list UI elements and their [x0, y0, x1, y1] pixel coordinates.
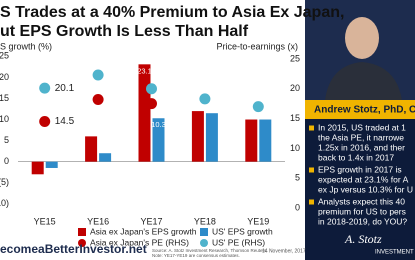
- presenter-name: Andrew Stotz, PhD, C: [314, 105, 415, 116]
- y-tick-label: 20: [0, 72, 9, 82]
- y2-tick-label: 15: [290, 113, 300, 123]
- bullet-text: the Asia PE, it narrowe: [318, 132, 404, 142]
- bar: [245, 119, 258, 162]
- chart-title: ut EPS Growth Is Less Than Half: [0, 23, 249, 40]
- legend-label: US' PE (RHS): [212, 237, 265, 247]
- bullet-text: ex Jp versus 10.3% for U: [318, 184, 413, 194]
- legend-label: Asia ex Japan's PE (RHS): [90, 237, 189, 247]
- legend-label: Asia ex Japan's EPS growth: [90, 226, 197, 236]
- bullet: [309, 125, 314, 131]
- y-tick-label: (5): [0, 177, 9, 187]
- y-tick-label: 10: [0, 114, 9, 124]
- y-tick-label: 25: [0, 51, 9, 61]
- y-tick-label: 15: [0, 93, 9, 103]
- y2-tick-label: 5: [295, 173, 300, 183]
- y2-tick-label: 10: [290, 143, 300, 153]
- y2-tick-label: 20: [290, 83, 300, 93]
- data-label: 14.5: [55, 116, 75, 127]
- legend-swatch: [200, 239, 208, 247]
- y-axis-label: S growth (%): [0, 41, 52, 51]
- y-tick-label: (10): [0, 198, 9, 208]
- data-label: 10.3: [151, 120, 166, 129]
- bar: [85, 136, 98, 162]
- data-label: 20.1: [55, 83, 75, 94]
- photo-suit: [325, 62, 402, 100]
- dot: [39, 116, 51, 128]
- y-tick-label: 5: [4, 135, 9, 145]
- website: ecomeaBetterInvestor.net: [0, 242, 147, 256]
- x-tick-label: YE19: [247, 216, 269, 226]
- bullet-text: In 2015, US traded at 1: [318, 122, 406, 132]
- photo-face: [345, 17, 379, 59]
- bullet-text: Analysts expect this 40: [318, 196, 405, 206]
- dot: [252, 101, 264, 113]
- legend-label: US' EPS growth: [212, 226, 273, 236]
- chart-title: S Trades at a 40% Premium to Asia Ex Jap…: [0, 4, 344, 21]
- y2-tick-label: 25: [290, 53, 300, 63]
- dot: [92, 69, 104, 81]
- dot: [39, 82, 51, 94]
- legend-swatch: [78, 239, 86, 247]
- bar: [45, 161, 58, 168]
- bar: [138, 64, 151, 162]
- legend-swatch: [200, 228, 208, 236]
- data-label: 23.1: [137, 66, 152, 75]
- x-tick-label: YE17: [140, 216, 162, 226]
- logo-sub: INVESTMENT RES: [375, 250, 415, 256]
- bullet: [309, 167, 314, 173]
- dot: [146, 83, 157, 95]
- x-tick-label: YE18: [194, 216, 216, 226]
- source: Source: A. Stotz Investment Research, Th…: [152, 248, 267, 253]
- name-band: [305, 100, 415, 119]
- dot: [199, 93, 211, 105]
- date: 14 November, 2017: [262, 248, 306, 254]
- bullet-text: EPS growth in 2017 is: [318, 164, 402, 174]
- logo: A. Stotz: [344, 232, 382, 246]
- dot: [92, 93, 104, 105]
- y-tick-label: 0: [4, 156, 9, 166]
- bar: [191, 111, 204, 162]
- legend-swatch: [78, 228, 86, 236]
- bullet-text: premium for US to pers: [318, 206, 406, 216]
- bar: [99, 153, 112, 162]
- y2-axis-label: Price-to-earnings (x): [216, 41, 298, 51]
- bullet-text: expected at 23.1% for A: [318, 174, 409, 184]
- bar: [152, 118, 165, 162]
- dot: [146, 98, 157, 110]
- note: Note: YE17-YE19 are consensus estimates.: [152, 253, 240, 258]
- y2-tick-label: 0: [295, 202, 300, 212]
- bullet-text: back to 1.4x in 2017: [318, 152, 394, 162]
- bullet: [309, 199, 314, 205]
- x-tick-label: YE16: [87, 216, 109, 226]
- bar: [31, 161, 44, 175]
- x-tick-label: YE15: [34, 216, 56, 226]
- bar: [259, 119, 272, 162]
- bar: [205, 113, 218, 162]
- bullet-text: 1.25x in 2016, and ther: [318, 142, 405, 152]
- bullet-text: in 2018-2019, do YOU?: [318, 216, 407, 226]
